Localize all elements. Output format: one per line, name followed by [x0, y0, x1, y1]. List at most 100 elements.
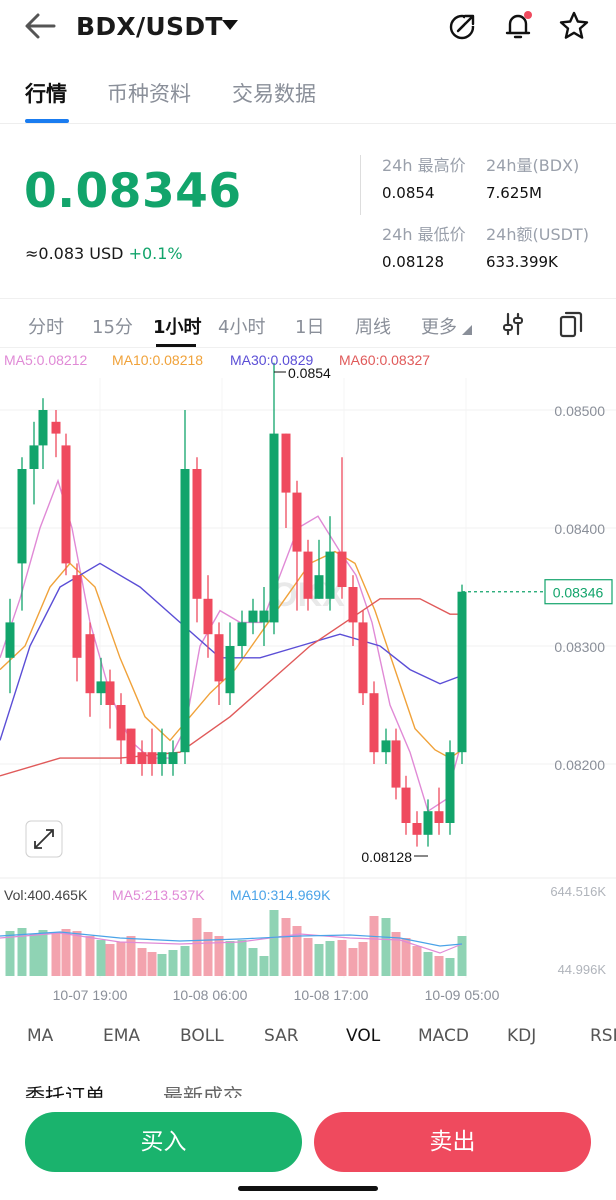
candle-body [29, 445, 39, 469]
volume-bars [5, 910, 467, 976]
home-indicator [238, 1186, 378, 1191]
ind-ema[interactable]: EMA [103, 1026, 141, 1046]
volume-bar [96, 940, 106, 976]
vol-tick-max: 644.516K [550, 884, 606, 899]
ind-boll[interactable]: BOLL [180, 1026, 224, 1046]
last-price: 0.08346 [24, 164, 242, 219]
candle-body [157, 752, 167, 764]
candle-body [434, 811, 444, 823]
star-icon[interactable] [558, 10, 590, 42]
candle-body [192, 469, 202, 599]
volume-bar [5, 931, 15, 976]
x-tick-label: 10-08 06:00 [173, 987, 248, 1003]
x-tick-label: 10-07 19:00 [53, 987, 128, 1003]
candle-body [5, 622, 15, 658]
candle-body [96, 681, 106, 694]
vol-ma10-line [0, 931, 463, 947]
volume-bar [180, 946, 190, 976]
caret-down-icon[interactable] [222, 20, 238, 30]
candle-body [445, 752, 455, 823]
candle-body [401, 787, 411, 823]
volume-bar [423, 952, 433, 976]
ma60-line [0, 598, 462, 777]
high-marker-label: 0.0854 [288, 365, 331, 381]
volume-bar [281, 918, 291, 976]
candle-body [126, 728, 136, 764]
vol-usdt-value: 633.399K [486, 253, 558, 271]
volume-bar [248, 948, 258, 976]
tab-trading-data[interactable]: 交易数据 [232, 82, 316, 106]
tab-coin-info[interactable]: 币种资料 [107, 82, 191, 106]
top-bar: BDX/USDT [0, 0, 616, 56]
ma10-line [0, 550, 463, 759]
trading-pair-title[interactable]: BDX/USDT [76, 12, 223, 41]
volume-bar [192, 918, 202, 976]
ind-kdj[interactable]: KDJ [507, 1026, 537, 1046]
ind-macd[interactable]: MACD [418, 1026, 469, 1046]
candle-body [348, 587, 358, 623]
candle-body [412, 823, 422, 835]
ind-vol[interactable]: VOL [346, 1026, 381, 1046]
back-arrow-icon[interactable] [22, 10, 58, 42]
candle-body [303, 551, 313, 599]
candle-body [147, 752, 157, 764]
low-label: 24h 最低价 [382, 225, 466, 244]
period-4h[interactable]: 4小时 [218, 317, 266, 338]
period-more[interactable]: 更多 [421, 317, 457, 338]
candle-body [381, 740, 391, 753]
vol-tick-min: 44.996K [558, 962, 607, 977]
y-tick-label: 0.08200 [554, 757, 605, 773]
volume-bar [17, 928, 27, 976]
candle-body [168, 752, 178, 764]
y-tick-label: 0.08300 [554, 639, 605, 655]
volume-bar [105, 944, 115, 976]
volume-bar [147, 952, 157, 976]
volume-bar [214, 936, 224, 976]
volume-bar [225, 941, 235, 976]
candle-body [38, 410, 48, 446]
ma30-line [0, 562, 463, 741]
tab-market[interactable]: 行情 [25, 82, 67, 106]
sell-button[interactable]: 卖出 [314, 1112, 591, 1172]
buy-button[interactable]: 买入 [25, 1112, 302, 1172]
bell-icon[interactable] [502, 10, 534, 42]
vol-bdx-value: 7.625M [486, 184, 542, 202]
period-1h[interactable]: 1小时 [153, 317, 202, 338]
candle-body [105, 681, 115, 705]
volume-bar [203, 932, 213, 976]
candle-body [281, 433, 291, 493]
candle-body [423, 811, 433, 835]
more-triangle-icon [462, 325, 472, 335]
volume-bar [29, 934, 39, 976]
low-value: 0.08128 [382, 253, 445, 271]
x-tick-label: 10-08 17:00 [294, 987, 369, 1003]
y-tick-label: 0.08400 [554, 521, 605, 537]
volume-bar [401, 938, 411, 976]
candle-body [17, 469, 27, 564]
share-icon[interactable] [446, 10, 478, 42]
chart-labels: 0.08500 0.08400 0.08300 0.08200 MA5:0.08212 M… [4, 352, 613, 1003]
landscape-toggle-icon[interactable] [558, 310, 584, 338]
ind-sar[interactable]: SAR [264, 1026, 299, 1046]
candle-body [325, 551, 335, 599]
period-week[interactable]: 周线 [355, 317, 391, 338]
volume-bar [348, 948, 358, 976]
ind-ma[interactable]: MA [27, 1026, 54, 1046]
indicator-settings-icon[interactable] [500, 311, 526, 337]
volume-bar [157, 954, 167, 976]
volume-bar [303, 938, 313, 976]
candle-body [72, 575, 82, 658]
y-tick-label: 0.08500 [554, 403, 605, 419]
volume-bar [61, 929, 71, 976]
ind-rsi[interactable]: RSI [590, 1026, 616, 1046]
period-1d[interactable]: 1日 [295, 317, 325, 338]
high-value: 0.0854 [382, 184, 435, 202]
period-15m[interactable]: 15分 [92, 317, 133, 338]
kline-chart[interactable]: OKX 0.085000.084000.083000.08200MA5:0.08… [0, 348, 616, 1008]
volume-bar [51, 932, 61, 976]
candle-body [85, 634, 95, 694]
volume-bar [168, 950, 178, 976]
period-timeline[interactable]: 分时 [28, 317, 64, 338]
active-tab-underline [25, 119, 69, 123]
volume-bar [237, 940, 247, 976]
